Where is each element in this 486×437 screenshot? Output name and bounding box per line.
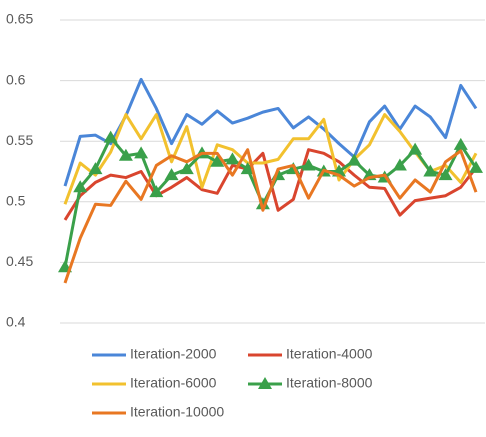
marker	[408, 142, 423, 155]
marker	[392, 158, 407, 171]
y-tick-label: 0.6	[6, 71, 26, 87]
marker	[453, 137, 468, 150]
marker	[88, 162, 103, 175]
marker	[103, 130, 118, 143]
marker	[179, 162, 194, 175]
legend-label: Iteration-6000	[130, 375, 217, 391]
marker	[134, 146, 149, 159]
legend-label: Iteration-2000	[130, 346, 217, 362]
series-line	[63, 148, 478, 284]
series-line	[63, 113, 478, 205]
y-tick-label: 0.45	[6, 253, 33, 269]
marker	[210, 154, 225, 167]
y-tick-label: 0.65	[6, 11, 33, 27]
marker	[469, 160, 483, 173]
marker	[149, 185, 164, 198]
marker	[240, 162, 255, 175]
marker	[118, 148, 133, 161]
legend-label: Iteration-4000	[286, 346, 373, 362]
legend-marker	[258, 377, 272, 389]
marker	[164, 168, 179, 181]
series-line	[63, 148, 478, 221]
y-tick-label: 0.5	[6, 193, 26, 209]
marker	[73, 180, 88, 193]
legend-label: Iteration-8000	[286, 375, 373, 391]
marker	[438, 168, 453, 181]
marker	[225, 152, 240, 165]
marker	[423, 164, 438, 177]
y-tick-label: 0.55	[6, 132, 33, 148]
marker	[255, 197, 270, 210]
series-line	[63, 77, 478, 187]
marker	[347, 153, 362, 166]
legend-label: Iteration-10000	[130, 404, 224, 420]
marker	[301, 158, 316, 171]
y-tick-label: 0.4	[6, 314, 26, 330]
